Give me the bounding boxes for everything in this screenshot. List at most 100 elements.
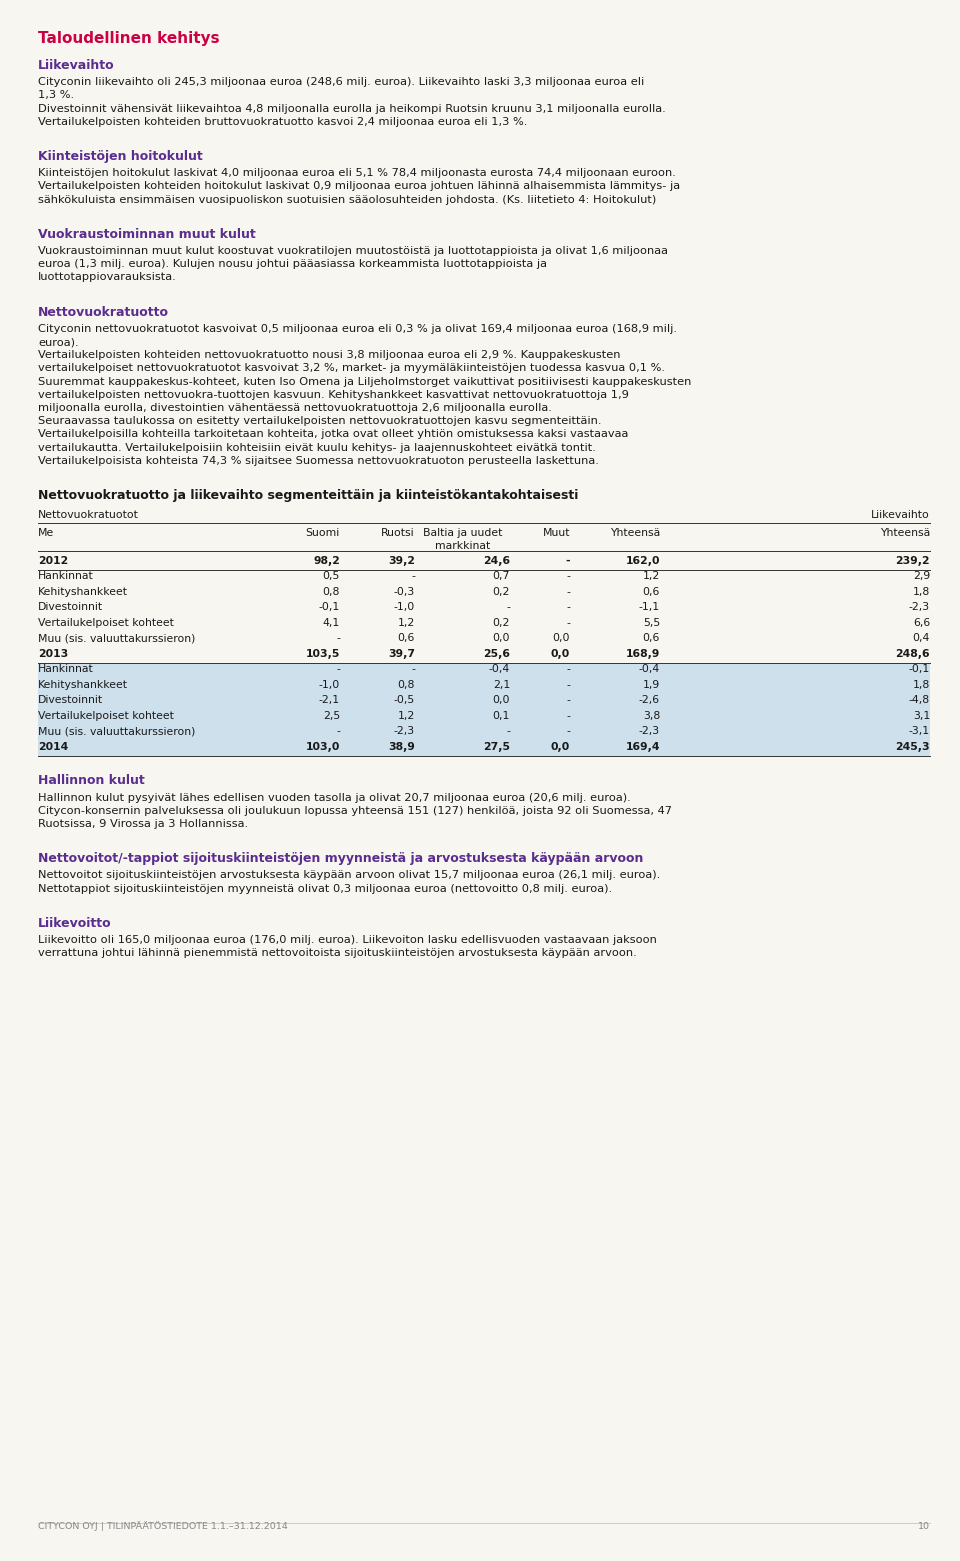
Text: 168,9: 168,9 [626,649,660,659]
Text: Muut: Muut [542,529,570,539]
Text: 0,0: 0,0 [551,741,570,752]
Text: -0,1: -0,1 [909,665,930,674]
Text: 0,6: 0,6 [397,634,415,643]
Text: -2,1: -2,1 [319,695,340,706]
Text: -: - [566,726,570,737]
Text: 1,2: 1,2 [643,571,660,581]
Text: 162,0: 162,0 [626,556,660,565]
Text: -: - [566,679,570,690]
Text: 0,7: 0,7 [492,571,510,581]
Text: 98,2: 98,2 [313,556,340,565]
Text: luottotappiovarauksista.: luottotappiovarauksista. [38,273,177,283]
Text: -: - [336,665,340,674]
Text: -: - [411,571,415,581]
Text: Vertailukelpoisilla kohteilla tarkoitetaan kohteita, jotka ovat olleet yhtiön om: Vertailukelpoisilla kohteilla tarkoiteta… [38,429,629,439]
Text: 2014: 2014 [38,741,68,752]
Text: 2,9: 2,9 [913,571,930,581]
Text: 1,9: 1,9 [643,679,660,690]
Text: -: - [566,710,570,721]
Text: Taloudellinen kehitys: Taloudellinen kehitys [38,31,220,45]
Text: -1,1: -1,1 [638,603,660,612]
Bar [38,710,930,726]
Text: 0,4: 0,4 [913,634,930,643]
Text: -0,1: -0,1 [319,603,340,612]
Text: -1,0: -1,0 [394,603,415,612]
Text: 2,5: 2,5 [323,710,340,721]
Text: 248,6: 248,6 [896,649,930,659]
Text: -1,0: -1,0 [319,679,340,690]
Text: 0,6: 0,6 [642,587,660,596]
Text: vertailukautta. Vertailukelpoisiin kohteisiin eivät kuulu kehitys- ja laajennusk: vertailukautta. Vertailukelpoisiin kohte… [38,443,596,453]
Text: Kiinteistöjen hoitokulut laskivat 4,0 miljoonaa euroa eli 5,1 % 78,4 miljoonasta: Kiinteistöjen hoitokulut laskivat 4,0 mi… [38,169,676,178]
Text: vertailukelpoisten nettovuokra-tuottojen kasvuun. Kehityshankkeet kasvattivat ne: vertailukelpoisten nettovuokra-tuottojen… [38,390,629,400]
Text: 39,2: 39,2 [388,556,415,565]
Text: 0,1: 0,1 [492,710,510,721]
Text: -0,4: -0,4 [489,665,510,674]
Text: Liikevoitto oli 165,0 miljoonaa euroa (176,0 milj. euroa). Liikevoiton lasku ede: Liikevoitto oli 165,0 miljoonaa euroa (1… [38,935,657,944]
Text: -0,3: -0,3 [394,587,415,596]
Text: 103,5: 103,5 [305,649,340,659]
Text: 5,5: 5,5 [643,618,660,628]
Bar [38,663,930,679]
Text: 39,7: 39,7 [388,649,415,659]
Bar [38,741,930,756]
Text: 2013: 2013 [38,649,68,659]
Text: Vertailukelpoiset kohteet: Vertailukelpoiset kohteet [38,710,174,721]
Text: sähkökuluista ensimmäisen vuosipuoliskon suotuisien sääolosuhteiden johdosta. (K: sähkökuluista ensimmäisen vuosipuoliskon… [38,195,657,204]
Text: -: - [411,665,415,674]
Text: Vertailukelpoisista kohteista 74,3 % sijaitsee Suomessa nettovuokratuoton perust: Vertailukelpoisista kohteista 74,3 % sij… [38,456,599,465]
Text: CITYCON OYJ | TILINPÄÄTÖSTIEDOTE 1.1.–31.12.2014: CITYCON OYJ | TILINPÄÄTÖSTIEDOTE 1.1.–31… [38,1520,288,1531]
Text: 0,0: 0,0 [553,634,570,643]
Text: -: - [566,603,570,612]
Text: 1,2: 1,2 [397,618,415,628]
Text: Nettovuokratuotto: Nettovuokratuotto [38,306,169,318]
Text: Hankinnat: Hankinnat [38,571,94,581]
Bar [38,726,930,741]
Text: 169,4: 169,4 [626,741,660,752]
Text: 0,2: 0,2 [492,587,510,596]
Text: verrattuna johtui lähinnä pienemmistä nettovoitoista sijoituskiinteistöjen arvos: verrattuna johtui lähinnä pienemmistä ne… [38,948,636,958]
Text: Muu (sis. valuuttakurssieron): Muu (sis. valuuttakurssieron) [38,726,196,737]
Text: -3,1: -3,1 [909,726,930,737]
Text: Hallinnon kulut pysyivät lähes edellisen vuoden tasolla ja olivat 20,7 miljoonaa: Hallinnon kulut pysyivät lähes edellisen… [38,793,631,802]
Text: Vuokraustoiminnan muut kulut koostuvat vuokratilojen muutostöistä ja luottotappi: Vuokraustoiminnan muut kulut koostuvat v… [38,247,668,256]
Text: miljoonalla eurolla, divestointien vähentäessä nettovuokratuottoja 2,6 miljoonal: miljoonalla eurolla, divestointien vähen… [38,403,552,414]
Text: 0,6: 0,6 [642,634,660,643]
Text: Liikevaihto: Liikevaihto [38,59,114,72]
Text: 239,2: 239,2 [896,556,930,565]
Text: -2,3: -2,3 [909,603,930,612]
Bar [38,679,930,695]
Text: Divestoinnit vähensivät liikevaihtoa 4,8 miljoonalla eurolla ja heikompi Ruotsin: Divestoinnit vähensivät liikevaihtoa 4,8… [38,103,665,114]
Text: -0,4: -0,4 [638,665,660,674]
Text: vertailukelpoiset nettovuokratuotot kasvoivat 3,2 %, market- ja myymäläkiinteist: vertailukelpoiset nettovuokratuotot kasv… [38,364,665,373]
Text: 10: 10 [918,1522,930,1531]
Text: Kehityshankkeet: Kehityshankkeet [38,587,128,596]
Text: 1,3 %.: 1,3 %. [38,91,74,100]
Text: Nettotappiot sijoituskiinteistöjen myynneistä olivat 0,3 miljoonaa euroa (nettov: Nettotappiot sijoituskiinteistöjen myynn… [38,884,612,893]
Text: Divestoinnit: Divestoinnit [38,603,103,612]
Text: Ruotsi: Ruotsi [381,529,415,539]
Text: Hallinnon kulut: Hallinnon kulut [38,774,145,787]
Text: 0,0: 0,0 [551,649,570,659]
Text: 24,6: 24,6 [483,556,510,565]
Text: 0,5: 0,5 [323,571,340,581]
Text: -: - [506,603,510,612]
Text: euroa).: euroa). [38,337,79,347]
Text: -: - [565,556,570,565]
Text: -2,3: -2,3 [638,726,660,737]
Text: -2,6: -2,6 [638,695,660,706]
Text: -: - [336,634,340,643]
Text: Baltia ja uudet: Baltia ja uudet [422,529,502,539]
Text: -4,8: -4,8 [909,695,930,706]
Text: -: - [336,726,340,737]
Bar [38,695,930,710]
Text: 2012: 2012 [38,556,68,565]
Text: markkinat: markkinat [435,540,491,551]
Text: -: - [566,571,570,581]
Text: Vertailukelpoisten kohteiden bruttovuokratuotto kasvoi 2,4 miljoonaa euroa eli 1: Vertailukelpoisten kohteiden bruttovuokr… [38,117,527,126]
Text: Seuraavassa taulukossa on esitetty vertailukelpoisten nettovuokratuottojen kasvu: Seuraavassa taulukossa on esitetty verta… [38,417,602,426]
Text: -: - [566,695,570,706]
Text: Liikevaihto: Liikevaihto [872,510,930,520]
Text: Citycon-konsernin palveluksessa oli joulukuun lopussa yhteensä 151 (127) henkilö: Citycon-konsernin palveluksessa oli joul… [38,805,672,816]
Text: 0,8: 0,8 [323,587,340,596]
